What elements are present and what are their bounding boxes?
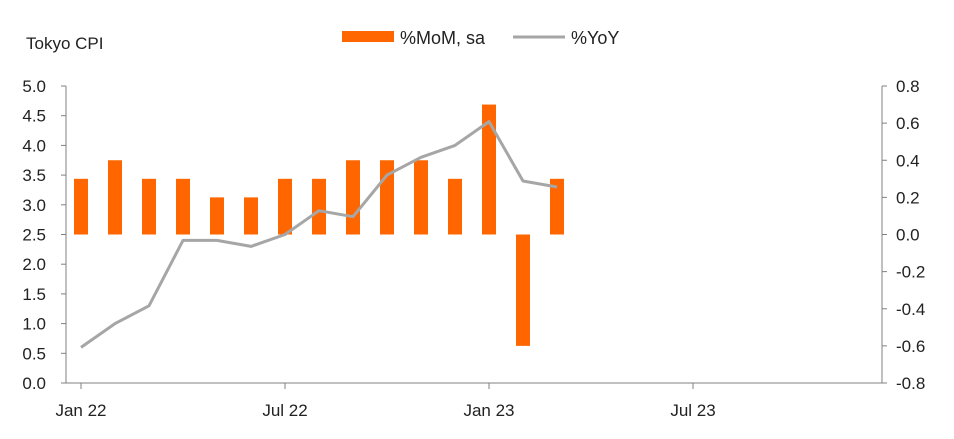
right-axis-tick-label: 0.2 [896, 188, 920, 207]
right-axis-tick-label: -0.2 [896, 263, 925, 282]
right-axis-tick-label: 0.0 [896, 226, 920, 245]
left-axis-tick-label: 4.5 [22, 107, 46, 126]
left-axis-tick-label: 1.5 [22, 285, 46, 304]
mom-bar [482, 104, 496, 235]
legend-label-yoy: %YoY [571, 28, 619, 48]
x-axis: Jan 22 Jul 22 Jan 23 Jul 23 [55, 382, 882, 420]
mom-bars [74, 104, 564, 346]
mom-bar [74, 178, 88, 235]
yoy-line-group [80, 120, 558, 349]
left-axis-tick-label: 4.0 [22, 136, 46, 155]
mom-bar [346, 160, 360, 235]
mom-bar [244, 197, 258, 235]
left-axis-tick-label: 1.0 [22, 315, 46, 334]
mom-bar [278, 178, 292, 235]
left-axis-tick-label: 3.0 [22, 196, 46, 215]
right-axis-tick-label: 0.4 [896, 151, 920, 170]
left-axis-tick-label: 2.5 [22, 226, 46, 245]
legend-swatch-mom [342, 31, 394, 42]
x-axis-tick-label: Jan 23 [463, 401, 514, 420]
left-axis-tick-label: 5.0 [22, 77, 46, 96]
mom-bar [176, 178, 190, 235]
legend: %MoM, sa %YoY [342, 28, 619, 48]
legend-label-mom: %MoM, sa [400, 28, 486, 48]
left-axis: 0.0 0.5 1.0 1.5 2.0 2.5 3.0 3.5 4.0 4.5 5.0 [22, 77, 67, 393]
mom-bar [210, 197, 224, 235]
left-axis-tick-label: 2.0 [22, 255, 46, 274]
x-axis-tick-label: Jul 22 [262, 401, 307, 420]
right-axis-tick-label: -0.8 [896, 374, 925, 393]
left-axis-title: Tokyo CPI [26, 34, 103, 53]
right-axis: -0.8 -0.6 -0.4 -0.2 0.0 0.2 0.4 0.6 0.8 [881, 77, 925, 393]
left-axis-tick-label: 3.5 [22, 166, 46, 185]
right-axis-tick-label: -0.6 [896, 337, 925, 356]
left-axis-tick-label: 0.0 [22, 374, 46, 393]
mom-bar [142, 178, 156, 235]
mom-bar [414, 160, 428, 235]
right-axis-tick-label: 0.8 [896, 77, 920, 96]
mom-bar [312, 178, 326, 235]
yoy-line [80, 120, 558, 349]
mom-bar [448, 178, 462, 235]
right-axis-tick-label: 0.6 [896, 114, 920, 133]
mom-bar [516, 234, 530, 346]
left-axis-tick-label: 0.5 [22, 344, 46, 363]
x-axis-tick-label: Jan 22 [55, 401, 106, 420]
mom-bar [550, 178, 564, 235]
mom-bar [108, 160, 122, 235]
right-axis-tick-label: -0.4 [896, 300, 925, 319]
x-axis-tick-label: Jul 23 [670, 401, 715, 420]
